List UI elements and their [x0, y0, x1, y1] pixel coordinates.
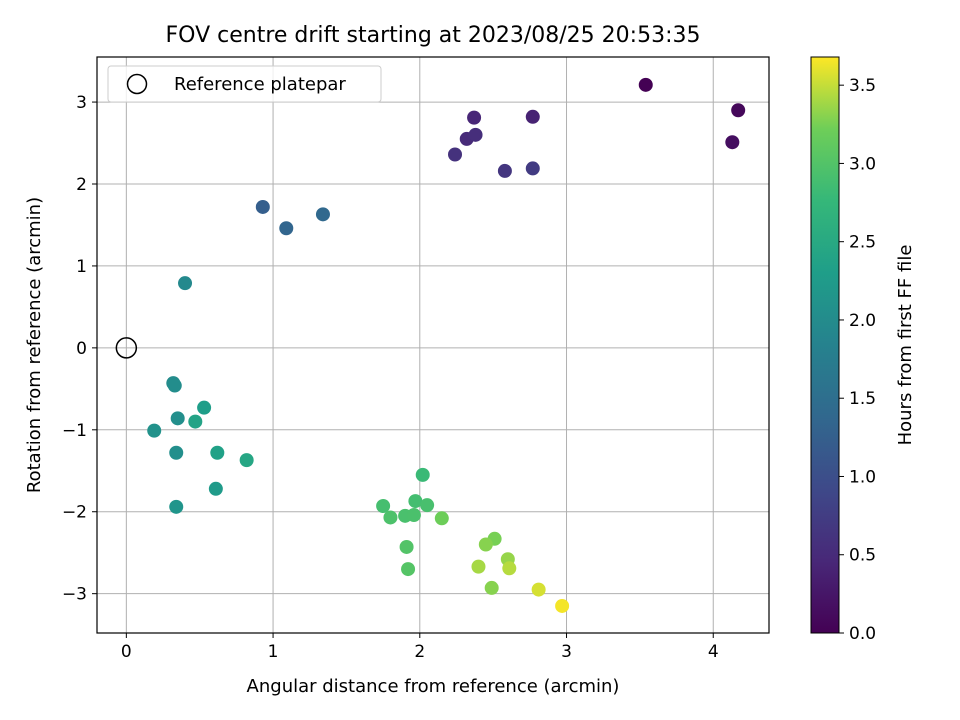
- y-tick-label: −3: [62, 585, 87, 605]
- data-point: [399, 539, 414, 554]
- x-axis-ticks: 0 1 2 3 4: [121, 633, 719, 662]
- data-point: [376, 499, 391, 514]
- data-point: [478, 537, 493, 552]
- colorbar-tick-label: 0.5: [849, 546, 876, 566]
- y-tick-label: 3: [76, 93, 87, 113]
- data-point: [531, 582, 546, 597]
- x-tick-label: 2: [414, 642, 425, 662]
- y-tick-label: 1: [76, 257, 87, 277]
- data-point: [406, 508, 421, 523]
- colorbar-tick-label: 3.5: [849, 76, 876, 96]
- grid: [97, 57, 769, 633]
- data-point: [555, 598, 570, 613]
- data-point: [415, 467, 430, 482]
- data-point: [467, 110, 482, 125]
- colorbar-label: Hours from first FF file: [895, 245, 916, 446]
- data-point: [502, 561, 517, 576]
- legend-entry: Reference platepar: [174, 74, 346, 95]
- data-point: [169, 445, 184, 460]
- colorbar-ticks: 0.0 0.5 1.0 1.5 2.0 2.5 3.0 3.5: [839, 76, 876, 644]
- colorbar-tick-label: 3.0: [849, 154, 876, 174]
- colorbar-tick-label: 1.5: [849, 389, 876, 409]
- data-point: [170, 411, 185, 426]
- data-points: [115, 77, 746, 613]
- colorbar-tick-label: 0.0: [849, 624, 876, 644]
- x-axis-label: Angular distance from reference (arcmin): [247, 676, 620, 697]
- data-point: [420, 498, 435, 513]
- data-point: [471, 559, 486, 574]
- x-tick-label: 4: [708, 642, 719, 662]
- y-axis-label: Rotation from reference (arcmin): [24, 197, 45, 493]
- x-tick-label: 1: [268, 642, 279, 662]
- reference-point: [115, 337, 138, 359]
- data-point: [484, 580, 499, 595]
- data-point: [408, 494, 423, 509]
- legend-box: [107, 65, 382, 103]
- data-point: [188, 414, 203, 429]
- plot-frame: [96, 56, 770, 634]
- colorbar: 0.0 0.5 1.0 1.5 2.0 2.5 3.0 3.5 Hours from firs…: [810, 56, 916, 644]
- data-point: [255, 199, 270, 214]
- data-point: [725, 135, 740, 150]
- data-point: [315, 207, 330, 222]
- legend: Reference platepar: [107, 65, 382, 103]
- data-point: [279, 221, 294, 236]
- data-point: [468, 127, 483, 142]
- x-tick-label: 0: [121, 642, 132, 662]
- data-point: [434, 511, 449, 526]
- y-tick-label: 2: [76, 175, 87, 195]
- y-axis-ticks: −3 −2 −1 0 1 2 3: [62, 93, 97, 605]
- y-tick-label: −2: [62, 503, 87, 523]
- y-tick-label: 0: [76, 339, 87, 359]
- data-point: [239, 453, 254, 468]
- data-point: [731, 103, 746, 118]
- data-point: [401, 562, 416, 577]
- x-tick-label: 3: [561, 642, 572, 662]
- colorbar-tick-label: 1.0: [849, 467, 876, 487]
- data-point: [497, 163, 512, 178]
- data-point: [448, 147, 463, 162]
- colorbar-tick-label: 2.0: [849, 311, 876, 331]
- chart-title: FOV centre drift starting at 2023/08/25 …: [166, 23, 701, 48]
- data-point: [208, 481, 223, 496]
- data-point: [525, 161, 540, 176]
- data-point: [525, 109, 540, 124]
- data-point: [147, 423, 162, 438]
- y-tick-label: −1: [62, 421, 87, 441]
- data-point: [383, 510, 398, 525]
- data-point: [169, 499, 184, 514]
- colorbar-bar: [810, 56, 840, 634]
- data-point: [210, 445, 225, 460]
- data-point: [197, 400, 212, 415]
- data-point: [638, 77, 653, 92]
- data-point: [178, 276, 193, 291]
- colorbar-tick-label: 2.5: [849, 233, 876, 253]
- legend-marker: [126, 73, 148, 95]
- data-point: [167, 378, 182, 393]
